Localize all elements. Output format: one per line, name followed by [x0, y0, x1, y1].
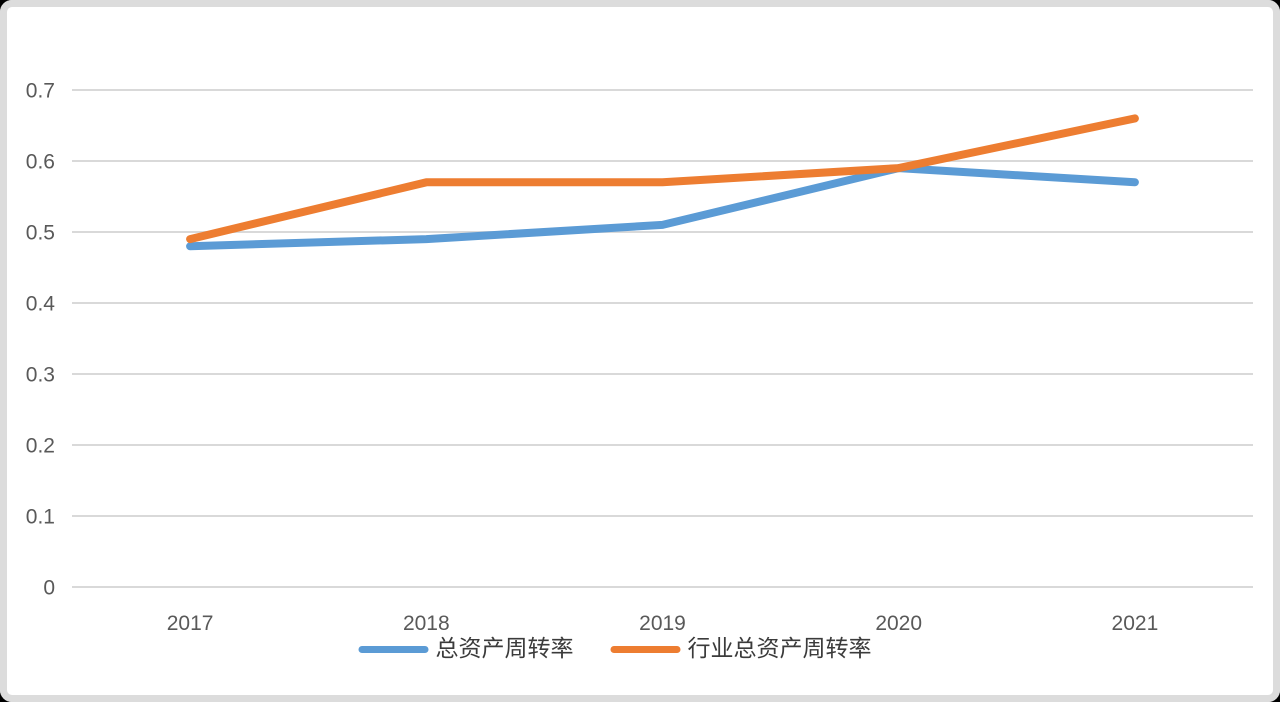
series-line-1	[186, 114, 1139, 244]
y-tick-label: 0.7	[26, 80, 55, 103]
legend-swatch-icon	[358, 645, 429, 653]
chart-legend: 总资产周转率 行业总资产周转率	[358, 634, 872, 664]
y-tick-label: 0.2	[26, 435, 55, 458]
legend-swatch-icon	[610, 645, 681, 653]
x-tick-label: 2019	[639, 612, 686, 635]
legend-item-0: 总资产周转率	[358, 634, 574, 664]
legend-label: 总资产周转率	[435, 636, 574, 661]
legend-label: 行业总资产周转率	[687, 636, 872, 661]
y-tick-label: 0.6	[26, 151, 55, 174]
series-line-0	[186, 164, 1139, 251]
y-tick-label: 0.1	[26, 506, 55, 529]
y-axis-tick-labels: 0 0.1 0.2 0.3 0.4 0.5 0.6 0.7	[26, 80, 56, 600]
legend-item-1: 行业总资产周转率	[610, 634, 872, 664]
x-tick-label: 2018	[403, 612, 450, 635]
y-tick-label: 0	[43, 577, 55, 600]
x-tick-label: 2017	[167, 612, 214, 635]
gridlines	[72, 89, 1253, 588]
y-tick-label: 0.3	[26, 364, 55, 387]
x-axis-tick-labels: 2017 2018 2019 2020 2021	[167, 612, 1159, 635]
y-tick-label: 0.5	[26, 222, 55, 245]
y-tick-label: 0.4	[26, 293, 56, 316]
x-tick-label: 2021	[1112, 612, 1159, 635]
x-tick-label: 2020	[875, 612, 922, 635]
